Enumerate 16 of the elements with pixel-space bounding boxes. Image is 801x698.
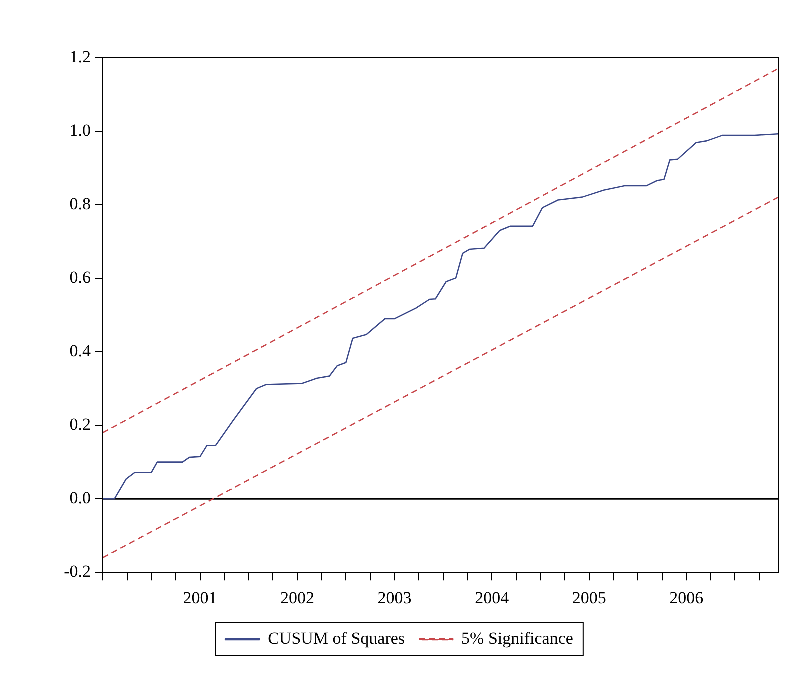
x-tick-label: 2006 xyxy=(670,588,704,608)
y-tick-label: 0.2 xyxy=(70,415,91,434)
y-tick-label: 0.6 xyxy=(70,268,91,288)
y-tick-label: 1.2 xyxy=(70,47,91,66)
x-tick-label: 2003 xyxy=(378,588,412,608)
legend-label: CUSUM of Squares xyxy=(268,628,406,648)
y-tick-label: 0.0 xyxy=(70,488,91,508)
x-tick-label: 2005 xyxy=(572,588,606,608)
y-tick-label: -0.2 xyxy=(64,562,91,582)
y-tick-label: 0.4 xyxy=(70,342,92,361)
x-tick-label: 2002 xyxy=(280,588,315,608)
x-tick-label: 2004 xyxy=(475,588,510,608)
y-tick-label: 0.8 xyxy=(70,194,91,214)
legend-label: 5% Significance xyxy=(462,628,574,648)
x-tick-label: 2001 xyxy=(183,588,218,608)
y-tick-label: 1.0 xyxy=(70,120,91,140)
